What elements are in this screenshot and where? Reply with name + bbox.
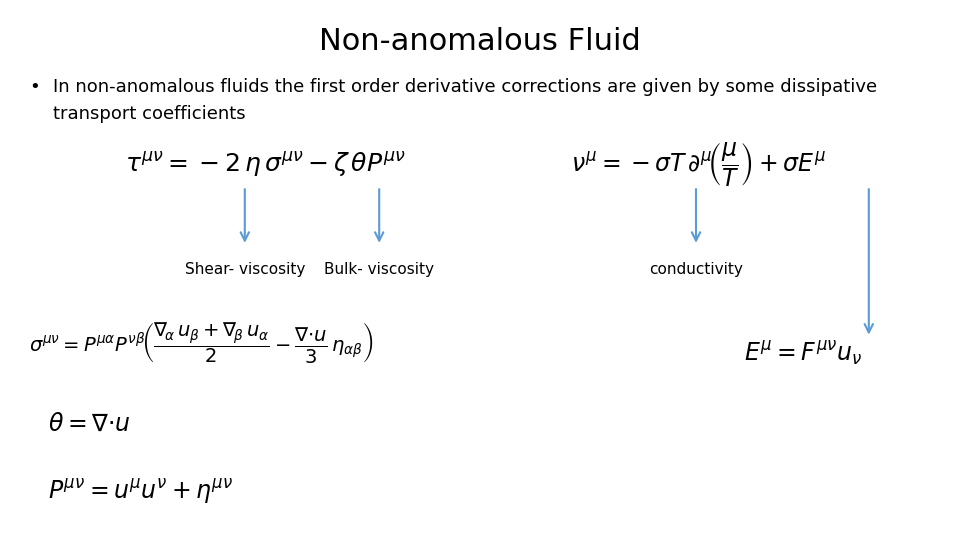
Text: $P^{\mu\nu} = u^{\mu}u^{\nu} + \eta^{\mu\nu}$: $P^{\mu\nu} = u^{\mu}u^{\nu} + \eta^{\mu… bbox=[48, 477, 233, 506]
Text: $\sigma^{\mu\nu} = P^{\mu\alpha}P^{\nu\beta}\!\left(\dfrac{\nabla_{\!\alpha}\,u_: $\sigma^{\mu\nu} = P^{\mu\alpha}P^{\nu\b… bbox=[29, 320, 373, 366]
Text: •: • bbox=[29, 78, 39, 96]
Text: conductivity: conductivity bbox=[649, 262, 743, 277]
Text: Bulk- viscosity: Bulk- viscosity bbox=[324, 262, 434, 277]
Text: Non-anomalous Fluid: Non-anomalous Fluid bbox=[319, 27, 641, 56]
Text: $E^{\mu} = F^{\mu\nu}u_{\nu}$: $E^{\mu} = F^{\mu\nu}u_{\nu}$ bbox=[744, 340, 862, 368]
Text: transport coefficients: transport coefficients bbox=[53, 105, 246, 123]
Text: In non-anomalous fluids the first order derivative corrections are given by some: In non-anomalous fluids the first order … bbox=[53, 78, 876, 96]
Text: $\tau^{\mu\nu} = -2\,\eta\,\sigma^{\mu\nu} - \zeta\,\theta P^{\mu\nu}$: $\tau^{\mu\nu} = -2\,\eta\,\sigma^{\mu\n… bbox=[125, 150, 405, 179]
Text: $\theta = \nabla{\cdot}u$: $\theta = \nabla{\cdot}u$ bbox=[48, 412, 131, 436]
Text: Shear- viscosity: Shear- viscosity bbox=[184, 262, 305, 277]
Text: $\nu^{\mu} = -\sigma T\,\partial^{\mu}\!\left(\dfrac{\mu}{T}\right) + \sigma E^{: $\nu^{\mu} = -\sigma T\,\partial^{\mu}\!… bbox=[571, 140, 826, 189]
